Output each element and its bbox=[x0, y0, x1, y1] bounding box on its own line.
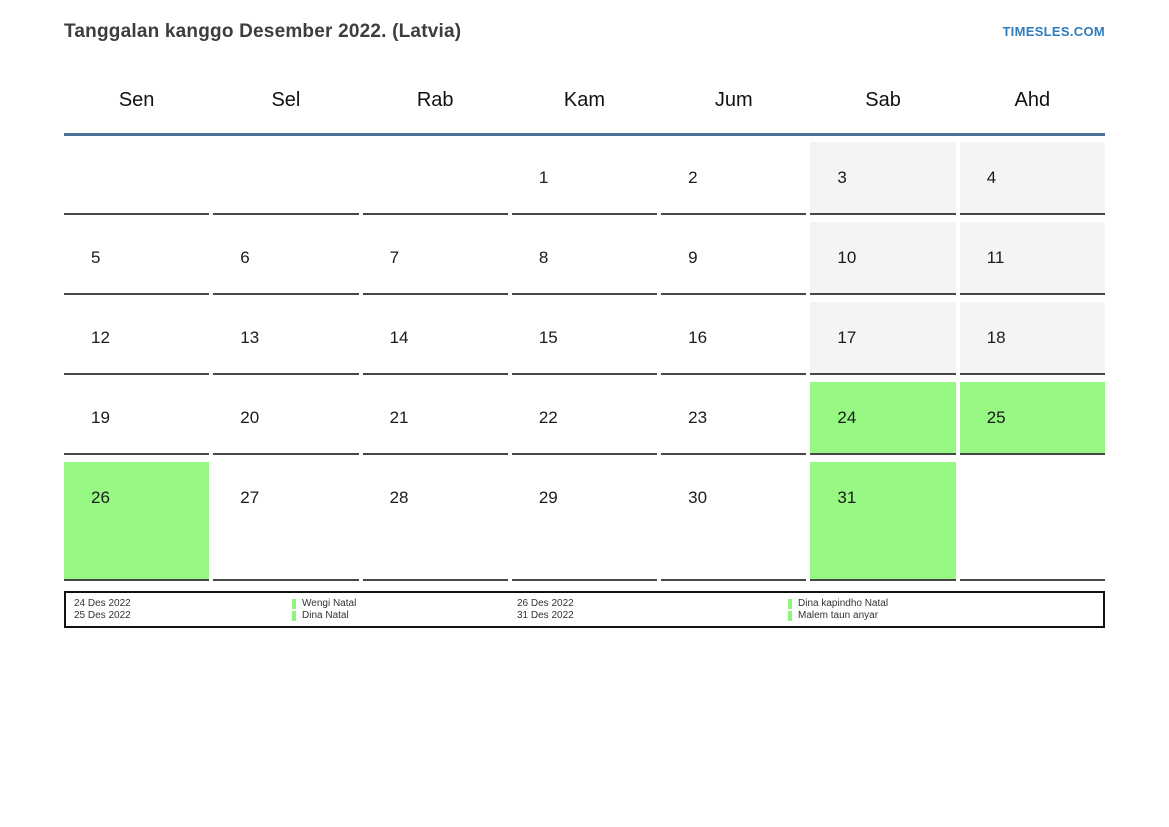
weekday-label-sab: Sab bbox=[865, 89, 901, 111]
week-row: 12 13 14 15 16 17 18 bbox=[64, 302, 1105, 375]
legend-events-column: Dina kapindho Natal Malem taun anyar bbox=[788, 598, 1103, 622]
week-row: 5 6 7 8 9 10 11 bbox=[64, 222, 1105, 295]
page-title: Tanggalan kanggo Desember 2022. (Latvia) bbox=[64, 21, 462, 42]
holiday-marker-icon bbox=[292, 610, 296, 621]
day-cell: 26 bbox=[64, 462, 210, 581]
legend-dates-column: 24 Des 2022 25 Des 2022 bbox=[74, 598, 292, 622]
day-cell: 17 bbox=[810, 302, 956, 375]
day-cell: 29 bbox=[511, 462, 658, 581]
legend-text: Wengi Natal bbox=[302, 597, 357, 609]
day-cell: 9 bbox=[661, 222, 807, 295]
day-cell: 25 bbox=[959, 382, 1105, 455]
weekday-label-jum: Jum bbox=[714, 89, 753, 111]
day-cell: 20 bbox=[213, 382, 359, 455]
page-header: Tanggalan kanggo Desember 2022. (Latvia)… bbox=[64, 0, 1105, 44]
day-cell: 22 bbox=[511, 382, 658, 455]
calendar-grid: 1 2 3 4 5 6 7 8 9 10 11 12 13 14 15 16 17 18 19 20 21 22 23 24 2… bbox=[64, 142, 1105, 581]
day-cell: 14 bbox=[362, 302, 508, 375]
day-cell-empty bbox=[362, 142, 508, 215]
legend-line: 26 Des 2022 bbox=[517, 598, 788, 610]
weekday-label-sel: Sel bbox=[271, 89, 301, 111]
holiday-marker-icon bbox=[788, 610, 792, 621]
day-cell: 4 bbox=[959, 142, 1105, 215]
legend-line: 31 Des 2022 bbox=[517, 610, 788, 622]
day-cell: 16 bbox=[661, 302, 807, 375]
day-cell: 21 bbox=[362, 382, 508, 455]
weekday-label-ahd: Ahd bbox=[1014, 89, 1051, 111]
day-cell: 24 bbox=[810, 382, 956, 455]
legend-dates-column: 26 Des 2022 31 Des 2022 bbox=[517, 598, 788, 622]
legend-text: Malem taun anyar bbox=[798, 609, 879, 621]
legend-text: Dina Natal bbox=[302, 609, 349, 621]
legend-box: 24 Des 2022 25 Des 2022 Wengi Natal Dina Na… bbox=[64, 591, 1105, 628]
day-cell: 13 bbox=[213, 302, 359, 375]
week-row: 19 20 21 22 23 24 25 bbox=[64, 382, 1105, 455]
day-cell: 23 bbox=[661, 382, 807, 455]
day-cell: 6 bbox=[213, 222, 359, 295]
legend-text: 26 Des 2022 bbox=[517, 597, 574, 609]
legend-line: 25 Des 2022 bbox=[74, 610, 292, 622]
site-link[interactable]: TIMESLES.COM bbox=[1002, 24, 1105, 39]
day-cell: 12 bbox=[64, 302, 210, 375]
legend-text: 25 Des 2022 bbox=[74, 609, 131, 621]
legend-line: Dina Natal bbox=[292, 610, 517, 622]
legend-line: 24 Des 2022 bbox=[74, 598, 292, 610]
day-cell: 5 bbox=[64, 222, 210, 295]
day-cell-empty bbox=[959, 462, 1105, 581]
holiday-marker-icon bbox=[292, 598, 296, 609]
day-cell: 27 bbox=[213, 462, 359, 581]
weekday-header-row: Sen Sel Rab Kam Jum Sab Ahd bbox=[64, 44, 1105, 136]
day-cell: 2 bbox=[661, 142, 807, 215]
day-cell: 28 bbox=[362, 462, 508, 581]
weekday-label-sen: Sen bbox=[118, 89, 155, 111]
week-row: 26 27 28 29 30 31 bbox=[64, 462, 1105, 581]
day-cell-empty bbox=[64, 142, 210, 215]
day-cell: 30 bbox=[661, 462, 807, 581]
day-cell: 10 bbox=[810, 222, 956, 295]
legend-text: 24 Des 2022 bbox=[74, 597, 131, 609]
legend-text: 31 Des 2022 bbox=[517, 609, 574, 621]
day-cell: 1 bbox=[511, 142, 658, 215]
weekday-label-kam: Kam bbox=[563, 89, 606, 111]
day-cell: 31 bbox=[810, 462, 956, 581]
day-cell: 15 bbox=[511, 302, 658, 375]
day-cell-empty bbox=[213, 142, 359, 215]
day-cell: 11 bbox=[959, 222, 1105, 295]
day-cell: 18 bbox=[959, 302, 1105, 375]
holiday-marker-icon bbox=[788, 598, 792, 609]
legend-text: Dina kapindho Natal bbox=[798, 597, 889, 609]
weekday-label-rab: Rab bbox=[416, 89, 454, 111]
legend-line: Wengi Natal bbox=[292, 598, 517, 610]
legend-line: Dina kapindho Natal bbox=[788, 598, 1103, 610]
day-cell: 8 bbox=[511, 222, 658, 295]
day-cell: 19 bbox=[64, 382, 210, 455]
legend-events-column: Wengi Natal Dina Natal bbox=[292, 598, 517, 622]
legend-line: Malem taun anyar bbox=[788, 610, 1103, 622]
day-cell: 3 bbox=[810, 142, 956, 215]
day-cell: 7 bbox=[362, 222, 508, 295]
